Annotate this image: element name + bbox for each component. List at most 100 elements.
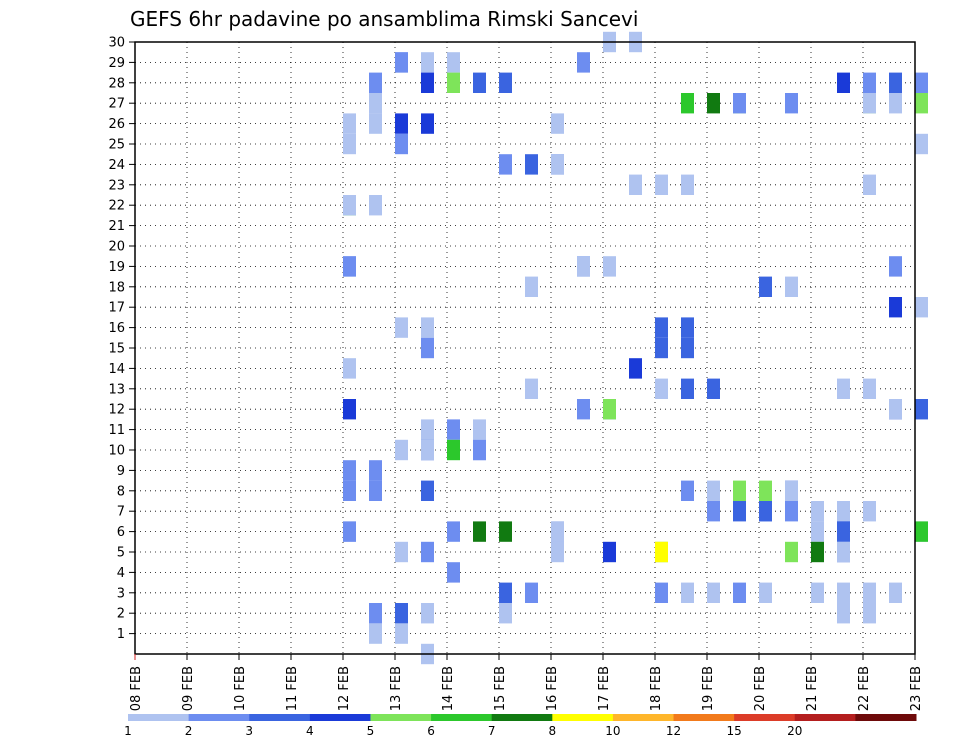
- heatmap-cell: [421, 480, 434, 501]
- heatmap-cell: [369, 113, 382, 134]
- legend-swatch: [552, 714, 614, 721]
- grid-lines: [134, 41, 916, 654]
- heatmap-cell: [343, 195, 356, 216]
- legend-label: 6: [427, 724, 435, 738]
- y-tick-label: 22: [108, 199, 125, 214]
- y-axis: 1234567891011121314151617181920212223242…: [108, 36, 135, 642]
- heatmap-cell: [343, 480, 356, 501]
- heatmap-cell: [369, 195, 382, 216]
- heatmap-cell: [473, 419, 486, 440]
- heatmap-cell: [655, 174, 668, 195]
- heatmap-cell: [395, 439, 408, 461]
- heatmap-cell: [655, 317, 668, 338]
- heatmap-cell: [811, 582, 824, 603]
- y-tick-label: 26: [108, 117, 125, 132]
- x-tick-label: 22 FEB: [857, 666, 872, 711]
- heatmap-cell: [863, 93, 876, 114]
- heatmap-cell: [889, 297, 902, 318]
- legend-label: 7: [488, 724, 496, 738]
- heatmap-cell: [421, 52, 434, 73]
- heatmap-cell: [473, 439, 486, 461]
- heatmap-cell: [681, 480, 694, 501]
- y-tick-label: 27: [108, 97, 125, 112]
- heatmap-cell: [629, 358, 642, 379]
- legend-swatch: [612, 714, 675, 721]
- heatmap-cell: [785, 480, 798, 501]
- heatmap-cell: [863, 582, 876, 603]
- x-tick-label: 10 FEB: [233, 666, 248, 711]
- heatmap-cell: [681, 93, 694, 114]
- heatmap-cell: [421, 439, 434, 461]
- heatmap-cell: [447, 439, 460, 461]
- heatmap-cell: [655, 582, 668, 603]
- heatmap-cell: [759, 501, 772, 522]
- heatmap-cell: [707, 501, 720, 522]
- heatmap-cell: [603, 256, 616, 277]
- heatmap-cell: [499, 582, 512, 603]
- legend-swatch: [734, 714, 796, 721]
- heatmap-cell: [421, 541, 434, 563]
- heatmap-cell: [551, 541, 564, 563]
- heatmap-cell: [915, 521, 928, 542]
- y-tick-label: 24: [108, 158, 125, 173]
- heatmap-cell: [837, 541, 850, 563]
- heatmap-cell: [603, 541, 616, 563]
- x-tick-label: 18 FEB: [649, 666, 664, 711]
- heatmap-cell: [837, 603, 850, 624]
- legend-swatch: [431, 714, 493, 721]
- heatmap-cell: [369, 623, 382, 644]
- heatmap-cell: [343, 521, 356, 542]
- heatmap-cell: [759, 276, 772, 297]
- heatmap-cell: [629, 174, 642, 195]
- y-tick-label: 13: [108, 382, 125, 397]
- heatmap-cell: [421, 72, 434, 93]
- heatmap-cell: [499, 154, 512, 175]
- legend-label: 1: [124, 724, 132, 738]
- heatmap-cell: [551, 113, 564, 134]
- x-tick-label: 20 FEB: [753, 666, 768, 711]
- heatmap-cell: [447, 562, 460, 583]
- heatmap-cell: [421, 337, 434, 359]
- heatmap-cell: [915, 72, 928, 93]
- heatmap-cell: [551, 521, 564, 542]
- heatmap-cell: [499, 72, 512, 93]
- heatmap-cell: [733, 501, 746, 522]
- heatmap-cell: [707, 93, 720, 114]
- chart-title: GEFS 6hr padavine po ansamblima Rimski S…: [130, 7, 638, 31]
- legend-swatch: [128, 714, 190, 721]
- heatmap-cell: [785, 276, 798, 297]
- legend-swatch: [794, 714, 856, 721]
- heatmap-cell: [343, 460, 356, 481]
- heatmap-cell: [447, 52, 460, 73]
- x-tick-label: 17 FEB: [597, 666, 612, 711]
- heatmap-cell: [369, 480, 382, 501]
- heatmap-cell: [369, 93, 382, 114]
- heatmap-cell: [759, 582, 772, 603]
- legend-label: 4: [306, 724, 314, 738]
- heatmap-cell: [733, 480, 746, 501]
- heatmap-cell: [343, 358, 356, 379]
- x-tick-label: 23 FEB: [909, 666, 924, 711]
- heatmap-cell: [395, 52, 408, 73]
- y-tick-label: 4: [117, 566, 125, 581]
- legend-label: 8: [548, 724, 556, 738]
- heatmap-cell: [811, 521, 824, 542]
- y-tick-label: 28: [108, 76, 125, 91]
- y-tick-label: 9: [117, 464, 125, 479]
- heatmap-cell: [811, 541, 824, 563]
- y-tick-label: 18: [108, 280, 125, 295]
- x-tick-label: 21 FEB: [805, 666, 820, 711]
- heatmap-cell: [915, 297, 928, 318]
- heatmap-cell: [681, 337, 694, 359]
- heatmap-cell: [525, 154, 538, 175]
- y-tick-label: 1: [117, 627, 125, 642]
- heatmap-cell: [343, 399, 356, 420]
- heatmap-cell: [395, 133, 408, 155]
- heatmap-cell: [655, 541, 668, 563]
- heatmap-cell: [525, 378, 538, 399]
- heatmap-cell: [707, 378, 720, 399]
- heatmap-cell: [473, 72, 486, 93]
- x-tick-label: 09 FEB: [181, 666, 196, 711]
